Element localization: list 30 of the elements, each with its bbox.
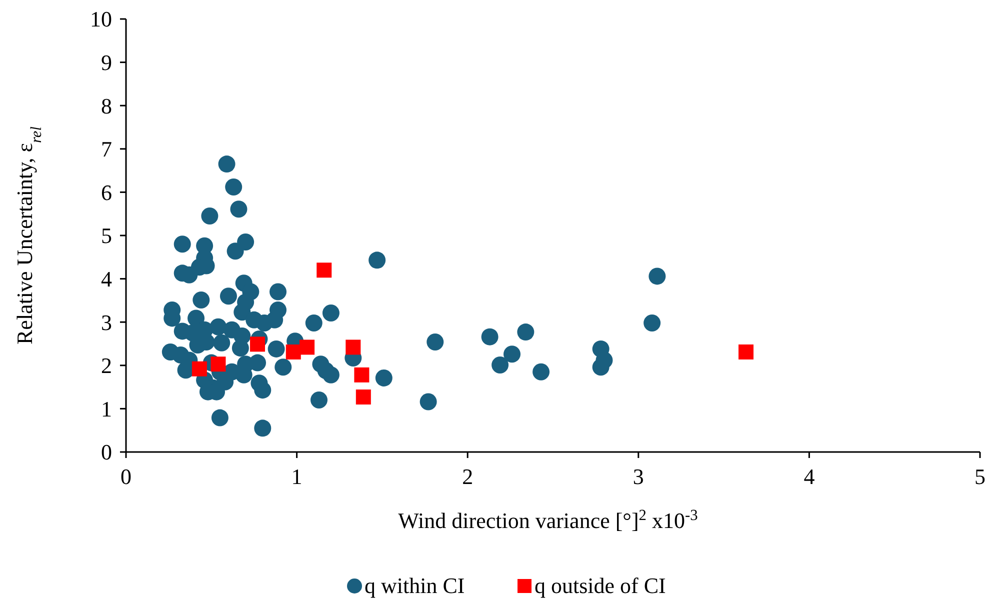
y-tick-label: 5 [101, 223, 112, 248]
point [210, 356, 226, 372]
y-tick-label: 6 [101, 180, 112, 205]
point [192, 361, 207, 376]
x-tick-label: 0 [120, 464, 132, 489]
y-tick-label: 1 [101, 396, 112, 422]
point [250, 336, 266, 352]
legend-label: q outside of CI [534, 573, 666, 598]
y-tick-label: 0 [101, 440, 112, 465]
point [354, 367, 370, 382]
x-tick-label: 4 [804, 464, 815, 489]
point [356, 390, 371, 405]
point [286, 344, 301, 360]
y-tick-label: 8 [101, 93, 112, 118]
y-tick-label: 2 [101, 353, 112, 378]
y-tick-label: 4 [101, 266, 112, 292]
point [316, 262, 332, 278]
point [300, 340, 315, 355]
y-tick-label: 7 [101, 136, 112, 162]
x-axis-title: Wind direction variance [°]$^{2}$ x10$^{-3}$ [398, 506, 698, 533]
point [346, 340, 361, 355]
legend-label: q within CI [364, 573, 465, 598]
x-tick-label: 3 [632, 464, 644, 489]
y-tick-label: 9 [101, 50, 112, 75]
y-tick-label: 10 [90, 6, 112, 32]
x-tick-label: 5 [974, 464, 986, 489]
x-tick-label: 2 [462, 464, 474, 489]
point [738, 344, 754, 360]
x-tick-label: 1 [291, 464, 302, 489]
y-tick-label: 3 [101, 310, 112, 335]
